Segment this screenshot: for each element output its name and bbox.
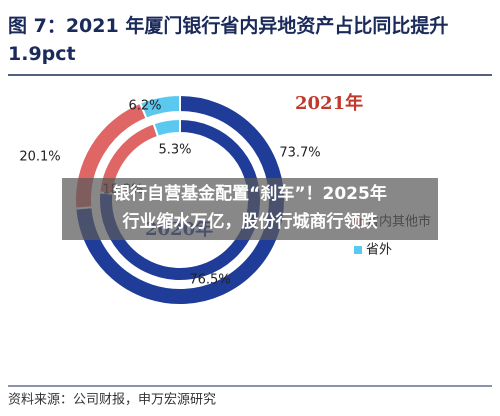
overlay-box (62, 178, 438, 240)
data-label: 20.1% (19, 150, 60, 165)
ring-label: 2021年 (295, 92, 363, 114)
overlay-text: 行业缩水万亿，股份行城商行领跌 (122, 211, 379, 232)
data-label: 6.2% (128, 99, 161, 114)
data-label: 76.5% (189, 273, 230, 288)
legend-swatch (354, 246, 362, 254)
data-label: 5.3% (158, 143, 191, 158)
chart-title: 图 7：2021 年厦门银行省内异地资产占比同比提升 1.9pct (8, 14, 448, 65)
overlay-text: 银行自营基金配置“刹车”！2025年 (113, 183, 387, 204)
source: 资料来源：公司财报，申万宏源研究 (8, 393, 216, 408)
donut-segment (152, 117, 181, 138)
legend-label: 省外 (366, 243, 392, 258)
donut-segment (138, 93, 181, 120)
data-label: 73.7% (279, 146, 320, 161)
